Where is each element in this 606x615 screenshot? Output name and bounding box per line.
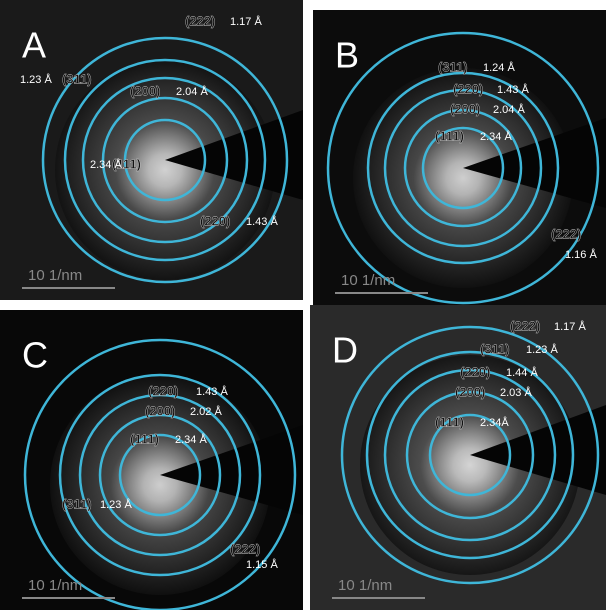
panel: D 10 1/nm (111) 2.34Å (200) 2.03 Å (220) 1.44 Å…	[310, 305, 606, 610]
figure: A 10 1/nm (111) 2.34 Å (200) 2.04 Å (220) 1.43 …	[0, 0, 606, 610]
d-spacing: 2.34 Å	[175, 433, 207, 446]
d-spacing: 1.43 Å	[497, 83, 529, 96]
plane-index: (220)	[148, 383, 178, 398]
d-spacing: 1.23 Å	[20, 73, 52, 86]
plane-index: (111)	[130, 431, 159, 446]
plane-index: (222)	[185, 13, 215, 28]
panel: A10 1/nm(111)2.34 Å(200)2.04 Å(220)1.43 …	[0, 0, 303, 300]
d-spacing: 2.03 Å	[500, 386, 532, 399]
d-spacing: 1.43 Å	[246, 215, 278, 228]
scale-bar-label: 10 1/nm	[338, 577, 392, 594]
panel-letter: D	[332, 330, 358, 371]
scale-bar-label: 10 1/nm	[28, 577, 82, 594]
plane-index: (111)	[435, 128, 464, 143]
plane-index: (222)	[551, 226, 581, 241]
plane-index: (200)	[455, 384, 485, 399]
plane-index: (222)	[510, 318, 540, 333]
plane-index: (311)	[62, 71, 92, 86]
plane-index: (200)	[145, 403, 175, 418]
plane-index: (222)	[230, 541, 260, 556]
plane-index: (200)	[450, 101, 480, 116]
d-spacing: 1.15 Å	[246, 558, 278, 571]
d-spacing: 1.17 Å	[230, 15, 262, 28]
plane-index: (311)	[438, 59, 468, 74]
plane-index: (220)	[453, 81, 483, 96]
plane-index: (220)	[200, 213, 230, 228]
panel: B 10 1/nm (111) 2.34 Å (200) 2.04 Å (220) 1.43 …	[313, 10, 606, 305]
d-spacing: 2.34 Å	[480, 130, 512, 143]
plane-index: (200)	[130, 83, 160, 98]
plane-index: (311)	[62, 496, 92, 511]
d-spacing: 1.16 Å	[565, 248, 597, 261]
d-spacing: 1.23 Å	[526, 343, 558, 356]
panel-letter: C	[22, 335, 48, 376]
plane-index: (220)	[460, 364, 490, 379]
plane-index: (111)	[435, 414, 464, 429]
plane-index: (311)	[480, 341, 510, 356]
panel: C 10 1/nm (111) 2.34 Å (200) 2.02 Å (220) 1.43 …	[0, 310, 303, 610]
d-spacing: 1.43 Å	[196, 385, 228, 398]
d-spacing: 2.04 Å	[176, 85, 208, 98]
d-spacing: 1.24 Å	[483, 61, 515, 74]
d-spacing: 2.34 Å	[90, 158, 122, 171]
panel-letter: B	[335, 35, 359, 76]
d-spacing: 2.04 Å	[493, 103, 525, 116]
scale-bar-label: 10 1/nm	[28, 267, 82, 284]
panel-letter: A	[22, 25, 46, 66]
d-spacing: 1.17 Å	[554, 320, 586, 333]
d-spacing: 2.02 Å	[190, 405, 222, 418]
d-spacing: 1.44 Å	[506, 366, 538, 379]
d-spacing: 1.23 Å	[100, 498, 132, 511]
d-spacing: 2.34Å	[480, 416, 509, 429]
scale-bar-label: 10 1/nm	[341, 272, 395, 289]
